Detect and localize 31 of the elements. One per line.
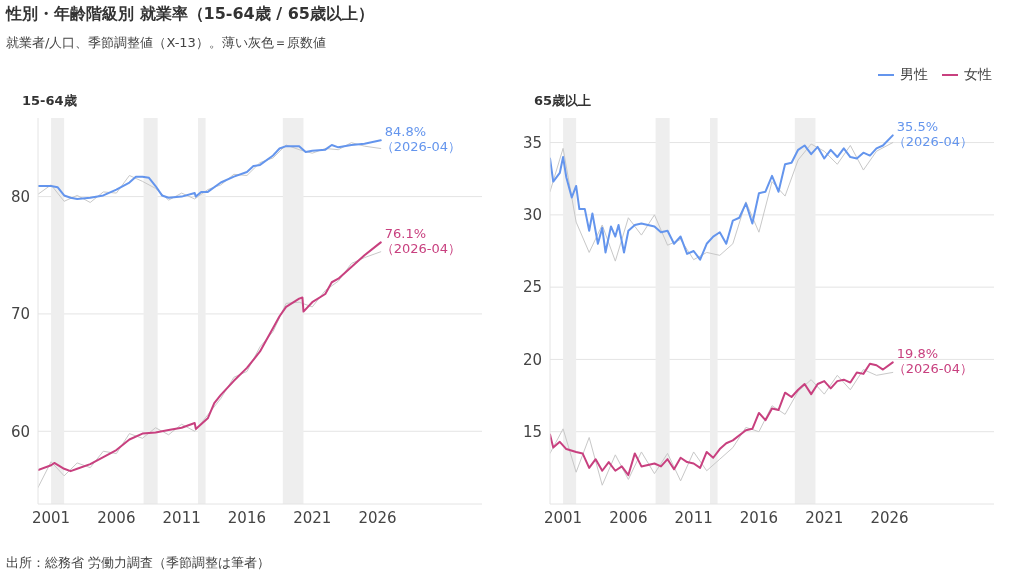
y-tick-label: 35: [522, 133, 542, 152]
x-tick-label: 2026: [870, 508, 909, 527]
x-tick-label: 2006: [609, 508, 648, 527]
annotation: 76.1% （2026-04）: [380, 226, 462, 257]
text: 出所：総務省 労働力調査（季節調整は筆者）: [6, 554, 271, 572]
x-tick-label: 2001: [31, 508, 71, 527]
chart-subtitle: 就業者/人口、季節調整値（X-13）。薄い灰色＝原数値: [6, 34, 326, 52]
annotation: 19.8% （2026-04）: [892, 346, 974, 377]
x-tick-label: 2001: [543, 508, 583, 527]
x-tick-label: 2016: [227, 508, 267, 527]
y-tick-label: 70: [10, 305, 30, 324]
y-tick-label: 15: [522, 423, 542, 442]
x-tick-label: 2021: [293, 508, 332, 527]
y-axis-title: 15-64歳: [21, 92, 78, 110]
x-tick-label: 2016: [739, 508, 779, 527]
legend-label: 女性: [964, 66, 992, 84]
x-tick-label: 2006: [97, 508, 136, 527]
y-tick-label: 80: [10, 187, 30, 206]
y-tick-label: 30: [522, 206, 542, 225]
x-tick-label: 2011: [162, 508, 201, 527]
annotation: 35.5% （2026-04）: [892, 119, 974, 150]
y-tick-label: 20: [522, 350, 542, 369]
y-axis-title: 65歳以上: [533, 92, 593, 110]
x-tick-label: 2026: [358, 508, 397, 527]
legend-label: 男性: [900, 66, 928, 84]
annotation: 84.8% （2026-04）: [380, 124, 462, 155]
y-tick-label: 60: [10, 422, 30, 441]
x-tick-label: 2011: [674, 508, 713, 527]
x-tick-label: 2021: [805, 508, 844, 527]
y-tick-label: 25: [522, 278, 542, 297]
chart-title: 性別・年齢階級別 就業率（15-64歳 / 65歳以上）: [6, 4, 374, 25]
